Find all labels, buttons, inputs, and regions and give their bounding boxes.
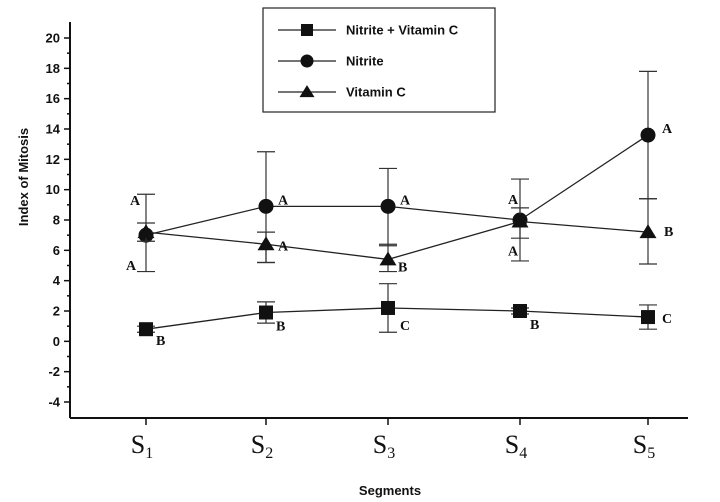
y-tick-label: 14 <box>46 122 61 137</box>
significance-label: A <box>662 122 673 137</box>
y-tick-label: 6 <box>53 243 60 258</box>
x-tick-label: S2 <box>251 430 273 462</box>
series-triangle: A A B A B <box>126 198 673 275</box>
square-marker <box>381 300 395 315</box>
significance-label: A <box>508 193 519 208</box>
y-axis-ticks: -4 -2 0 2 4 6 8 10 12 14 16 18 20 <box>46 31 70 410</box>
x-tick-label: S5 <box>633 430 655 462</box>
legend-label: Vitamin C <box>346 85 406 100</box>
square-marker <box>513 304 527 318</box>
significance-label: A <box>278 239 289 254</box>
x-tick-label: S3 <box>373 430 395 462</box>
series-line <box>145 220 649 261</box>
triangle-marker <box>511 213 529 228</box>
square-marker <box>139 322 153 337</box>
triangle-marker <box>257 236 275 251</box>
series-layer: B B C B C A A A A A A A B A B <box>126 70 673 349</box>
y-tick-label: 10 <box>46 182 60 197</box>
y-tick-label: 8 <box>53 213 60 228</box>
triangle-marker <box>639 224 657 239</box>
significance-label: A <box>508 245 519 260</box>
square-marker <box>259 305 273 320</box>
series-line <box>145 134 649 236</box>
significance-label: B <box>276 320 285 335</box>
circle-marker <box>640 127 656 143</box>
y-tick-label: -4 <box>48 395 60 410</box>
square-marker <box>641 310 655 325</box>
legend-label: Nitrite + Vitamin C <box>346 23 459 38</box>
series-line <box>145 307 649 330</box>
triangle-marker <box>379 251 397 266</box>
y-tick-label: 4 <box>53 273 61 288</box>
circle-marker <box>258 198 274 214</box>
y-tick-label: 2 <box>53 304 60 319</box>
series-square: B B C B C <box>137 283 672 349</box>
significance-label: A <box>400 193 411 208</box>
triangle-marker <box>299 85 315 98</box>
y-tick-label: 12 <box>46 152 60 167</box>
triangle-marker <box>137 224 155 239</box>
circle-marker <box>380 198 396 214</box>
circle-marker <box>300 54 314 68</box>
y-tick-label: 16 <box>46 91 60 106</box>
significance-label: A <box>130 194 141 209</box>
y-tick-label: 20 <box>46 31 60 46</box>
y-axis-title: Index of Mitosis <box>16 128 31 226</box>
y-tick-label: 0 <box>53 334 60 349</box>
y-tick-label: -2 <box>48 364 60 379</box>
significance-label: B <box>664 225 673 240</box>
y-tick-label: 18 <box>46 61 60 76</box>
significance-label: C <box>400 319 410 334</box>
legend: Nitrite + Vitamin C Nitrite Vitamin C <box>262 7 496 113</box>
significance-label: B <box>530 318 539 333</box>
significance-label: A <box>126 259 137 274</box>
significance-label: A <box>278 193 289 208</box>
legend-label: Nitrite <box>346 54 384 69</box>
x-axis-title: Segments <box>359 483 421 498</box>
x-axis-ticks: S1 S2 S3 S4 S5 <box>131 418 655 462</box>
significance-label: B <box>156 334 165 349</box>
significance-label: C <box>662 312 672 327</box>
significance-label: B <box>398 260 407 275</box>
x-tick-label: S4 <box>505 430 527 462</box>
square-marker <box>301 24 313 36</box>
x-tick-label: S1 <box>131 430 153 462</box>
